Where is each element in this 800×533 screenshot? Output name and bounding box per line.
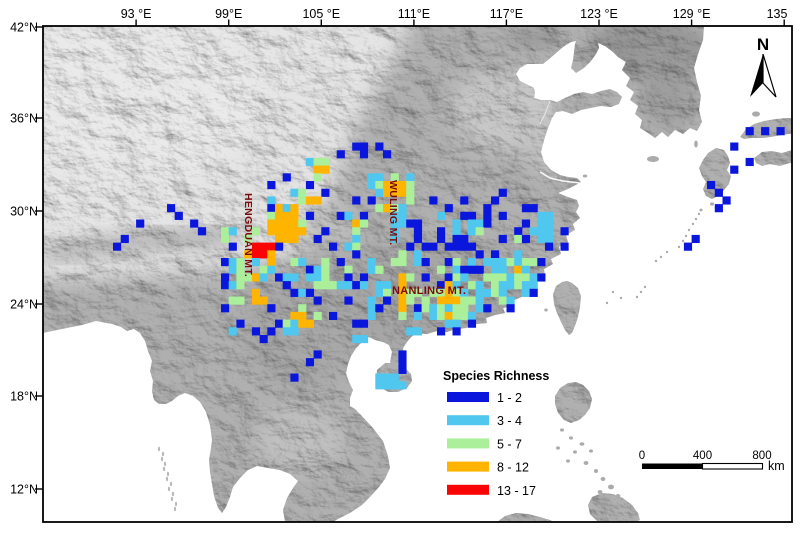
svg-text:99°E: 99°E xyxy=(215,7,242,21)
svg-text:N: N xyxy=(757,35,769,54)
svg-text:42°N: 42°N xyxy=(10,21,38,35)
svg-text:0: 0 xyxy=(639,450,645,462)
svg-text:km: km xyxy=(768,459,785,473)
svg-text:18°N: 18°N xyxy=(10,390,38,404)
svg-text:135: 135 xyxy=(767,7,788,21)
svg-text:400: 400 xyxy=(693,450,712,462)
svg-text:36°N: 36°N xyxy=(10,112,38,126)
svg-text:3 - 4: 3 - 4 xyxy=(497,414,522,428)
svg-text:93 °E: 93 °E xyxy=(121,7,152,21)
svg-text:30°N: 30°N xyxy=(10,205,38,219)
svg-text:800: 800 xyxy=(752,450,771,462)
svg-text:13 - 17: 13 - 17 xyxy=(497,484,536,498)
svg-text:117°E: 117°E xyxy=(490,7,523,21)
svg-text:HENGDUAN MT.: HENGDUAN MT. xyxy=(242,193,254,277)
svg-text:123 °E: 123 °E xyxy=(580,7,618,21)
svg-text:24°N: 24°N xyxy=(10,298,38,312)
svg-text:WULING MT.: WULING MT. xyxy=(387,180,399,245)
svg-text:NANLING MT.: NANLING MT. xyxy=(392,285,466,297)
svg-text:5 - 7: 5 - 7 xyxy=(497,437,522,451)
svg-text:129 °E: 129 °E xyxy=(673,7,711,21)
svg-text:1 - 2: 1 - 2 xyxy=(497,391,522,405)
svg-text:111°E: 111°E xyxy=(398,7,430,21)
svg-text:105 °E: 105 °E xyxy=(302,7,340,21)
svg-text:8 - 12: 8 - 12 xyxy=(497,461,529,475)
svg-text:Species Richness: Species Richness xyxy=(443,369,549,383)
svg-text:12°N: 12°N xyxy=(10,483,38,497)
